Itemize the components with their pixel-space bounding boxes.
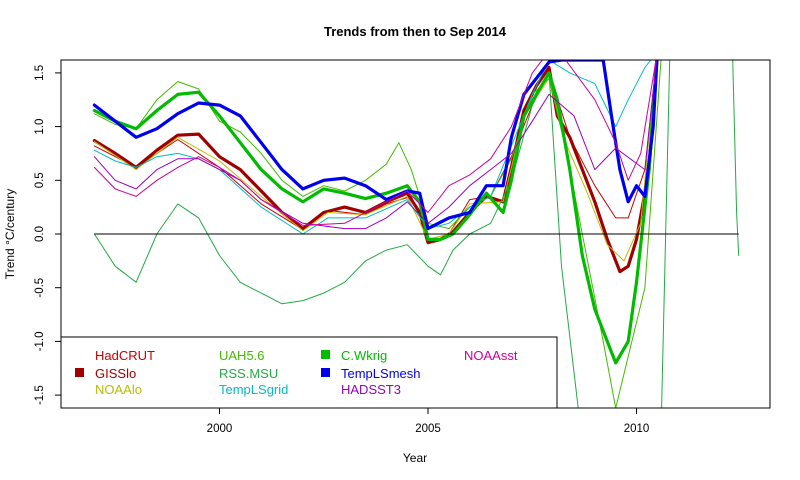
series-line-c-wkrig [92,60,659,365]
x-tick-label: 2005 [415,423,441,435]
chart-title: Trends from then to Sep 2014 [324,24,507,39]
legend-entry-hadsst3: HADSST3 [341,382,401,397]
series-line-hadsst3 [93,60,657,230]
legend-swatch [75,368,84,377]
y-tick-label: -1.0 [34,331,46,351]
legend-entry-templsgrid: TempLSgrid [219,382,288,397]
y-tick-label: 0.5 [34,172,46,188]
x-axis: 2000 2005 2010 [207,408,650,435]
legend-entry-noaalo: NOAAlo [95,382,142,397]
x-axis-label: Year [403,451,427,465]
y-axis-label: Trend °C/century [3,189,17,279]
legend-entry-uah5-6: UAH5.6 [219,348,265,363]
y-tick-label: 0.0 [34,226,46,242]
legend-box [60,336,558,409]
x-tick-label: 2000 [207,423,233,435]
x-tick-label: 2010 [624,423,650,435]
legend-swatch [321,350,330,359]
series-layer [92,60,740,408]
series-line-templsmesh [92,60,659,231]
series-line-rss-msu [93,60,740,408]
legend-entry-c-wkrig: C.Wkrig [341,348,387,363]
legend-entry-rss-msu: RSS.MSU [219,366,278,381]
legend-entry-hadcrut: HadCRUT [95,348,155,363]
legend-entry-noaasst: NOAAsst [464,348,518,363]
legend-swatch [321,368,330,377]
series-line-noaalo [93,60,658,262]
legend-entry-templsmesh: TempLSmesh [341,366,420,381]
y-tick-label: 1.5 [34,65,46,81]
y-tick-label: -1.5 [34,385,46,405]
legend-entry-gisslo: GISSlo [95,366,136,381]
y-tick-label: 1.0 [34,119,46,135]
y-axis: -1.5 -1.0 -0.5 0.0 0.5 1.0 1.5 [34,65,61,405]
series-line-noaasst [93,60,657,226]
series-line-gisslo [92,60,659,274]
y-tick-label: -0.5 [34,278,46,298]
